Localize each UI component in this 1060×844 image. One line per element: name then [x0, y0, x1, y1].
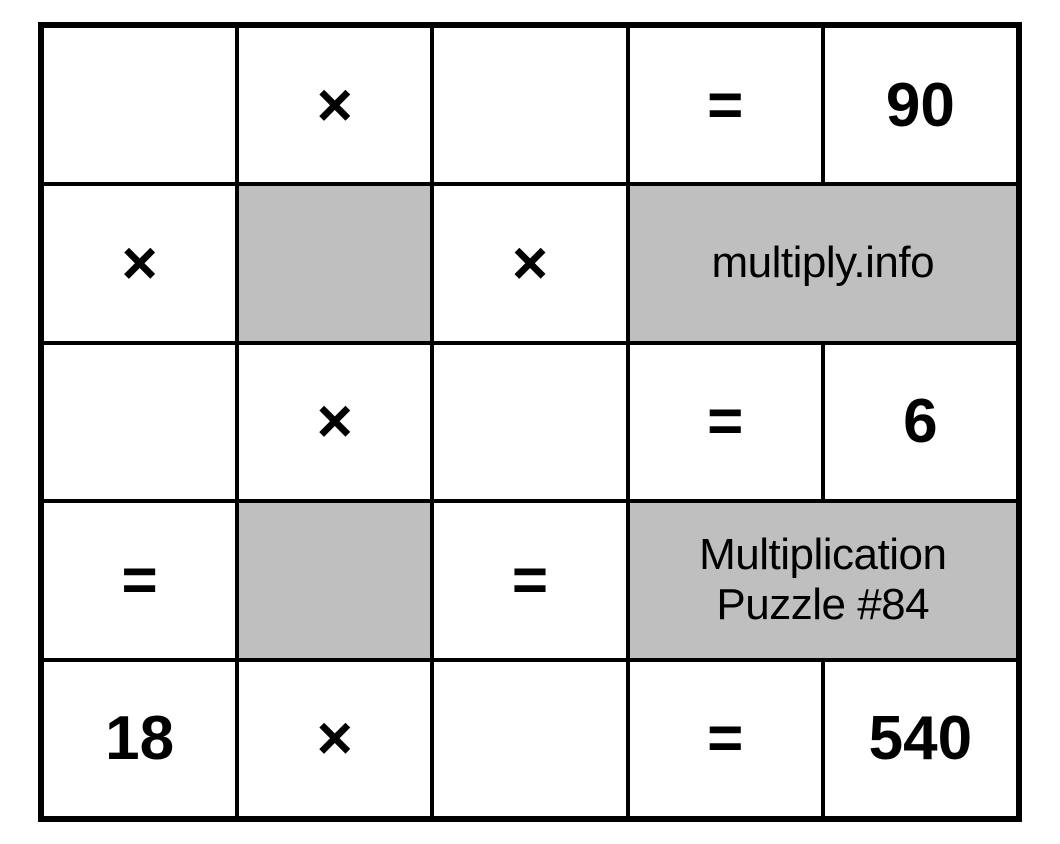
- cell-r0c3-equals: =: [628, 26, 823, 184]
- multiplication-puzzle-grid: × = 90 × × multiply.info × = 6 = = Multi…: [38, 22, 1022, 822]
- cell-r2c2-blank: [432, 343, 627, 501]
- cell-r0c2-blank: [432, 26, 627, 184]
- cell-r1c2-operator: ×: [432, 184, 627, 342]
- cell-r4c4-result: 540: [823, 660, 1018, 818]
- cell-r1-brand-label: multiply.info: [628, 184, 1018, 342]
- cell-r3c0-equals: =: [42, 501, 237, 659]
- cell-r4c0-value: 18: [42, 660, 237, 818]
- cell-r2c0-blank: [42, 343, 237, 501]
- cell-r1c1-shaded: [237, 184, 432, 342]
- cell-r2c3-equals: =: [628, 343, 823, 501]
- cell-r1c0-operator: ×: [42, 184, 237, 342]
- cell-r4c2-blank: [432, 660, 627, 818]
- cell-r0c1-operator: ×: [237, 26, 432, 184]
- cell-r3-puzzle-title: MultiplicationPuzzle #84: [628, 501, 1018, 659]
- cell-r2c1-operator: ×: [237, 343, 432, 501]
- cell-r3c2-equals: =: [432, 501, 627, 659]
- cell-r3c1-shaded: [237, 501, 432, 659]
- cell-r2c4-result: 6: [823, 343, 1018, 501]
- cell-r0c4-result: 90: [823, 26, 1018, 184]
- cell-r4c1-operator: ×: [237, 660, 432, 818]
- cell-r0c0-blank: [42, 26, 237, 184]
- cell-r4c3-equals: =: [628, 660, 823, 818]
